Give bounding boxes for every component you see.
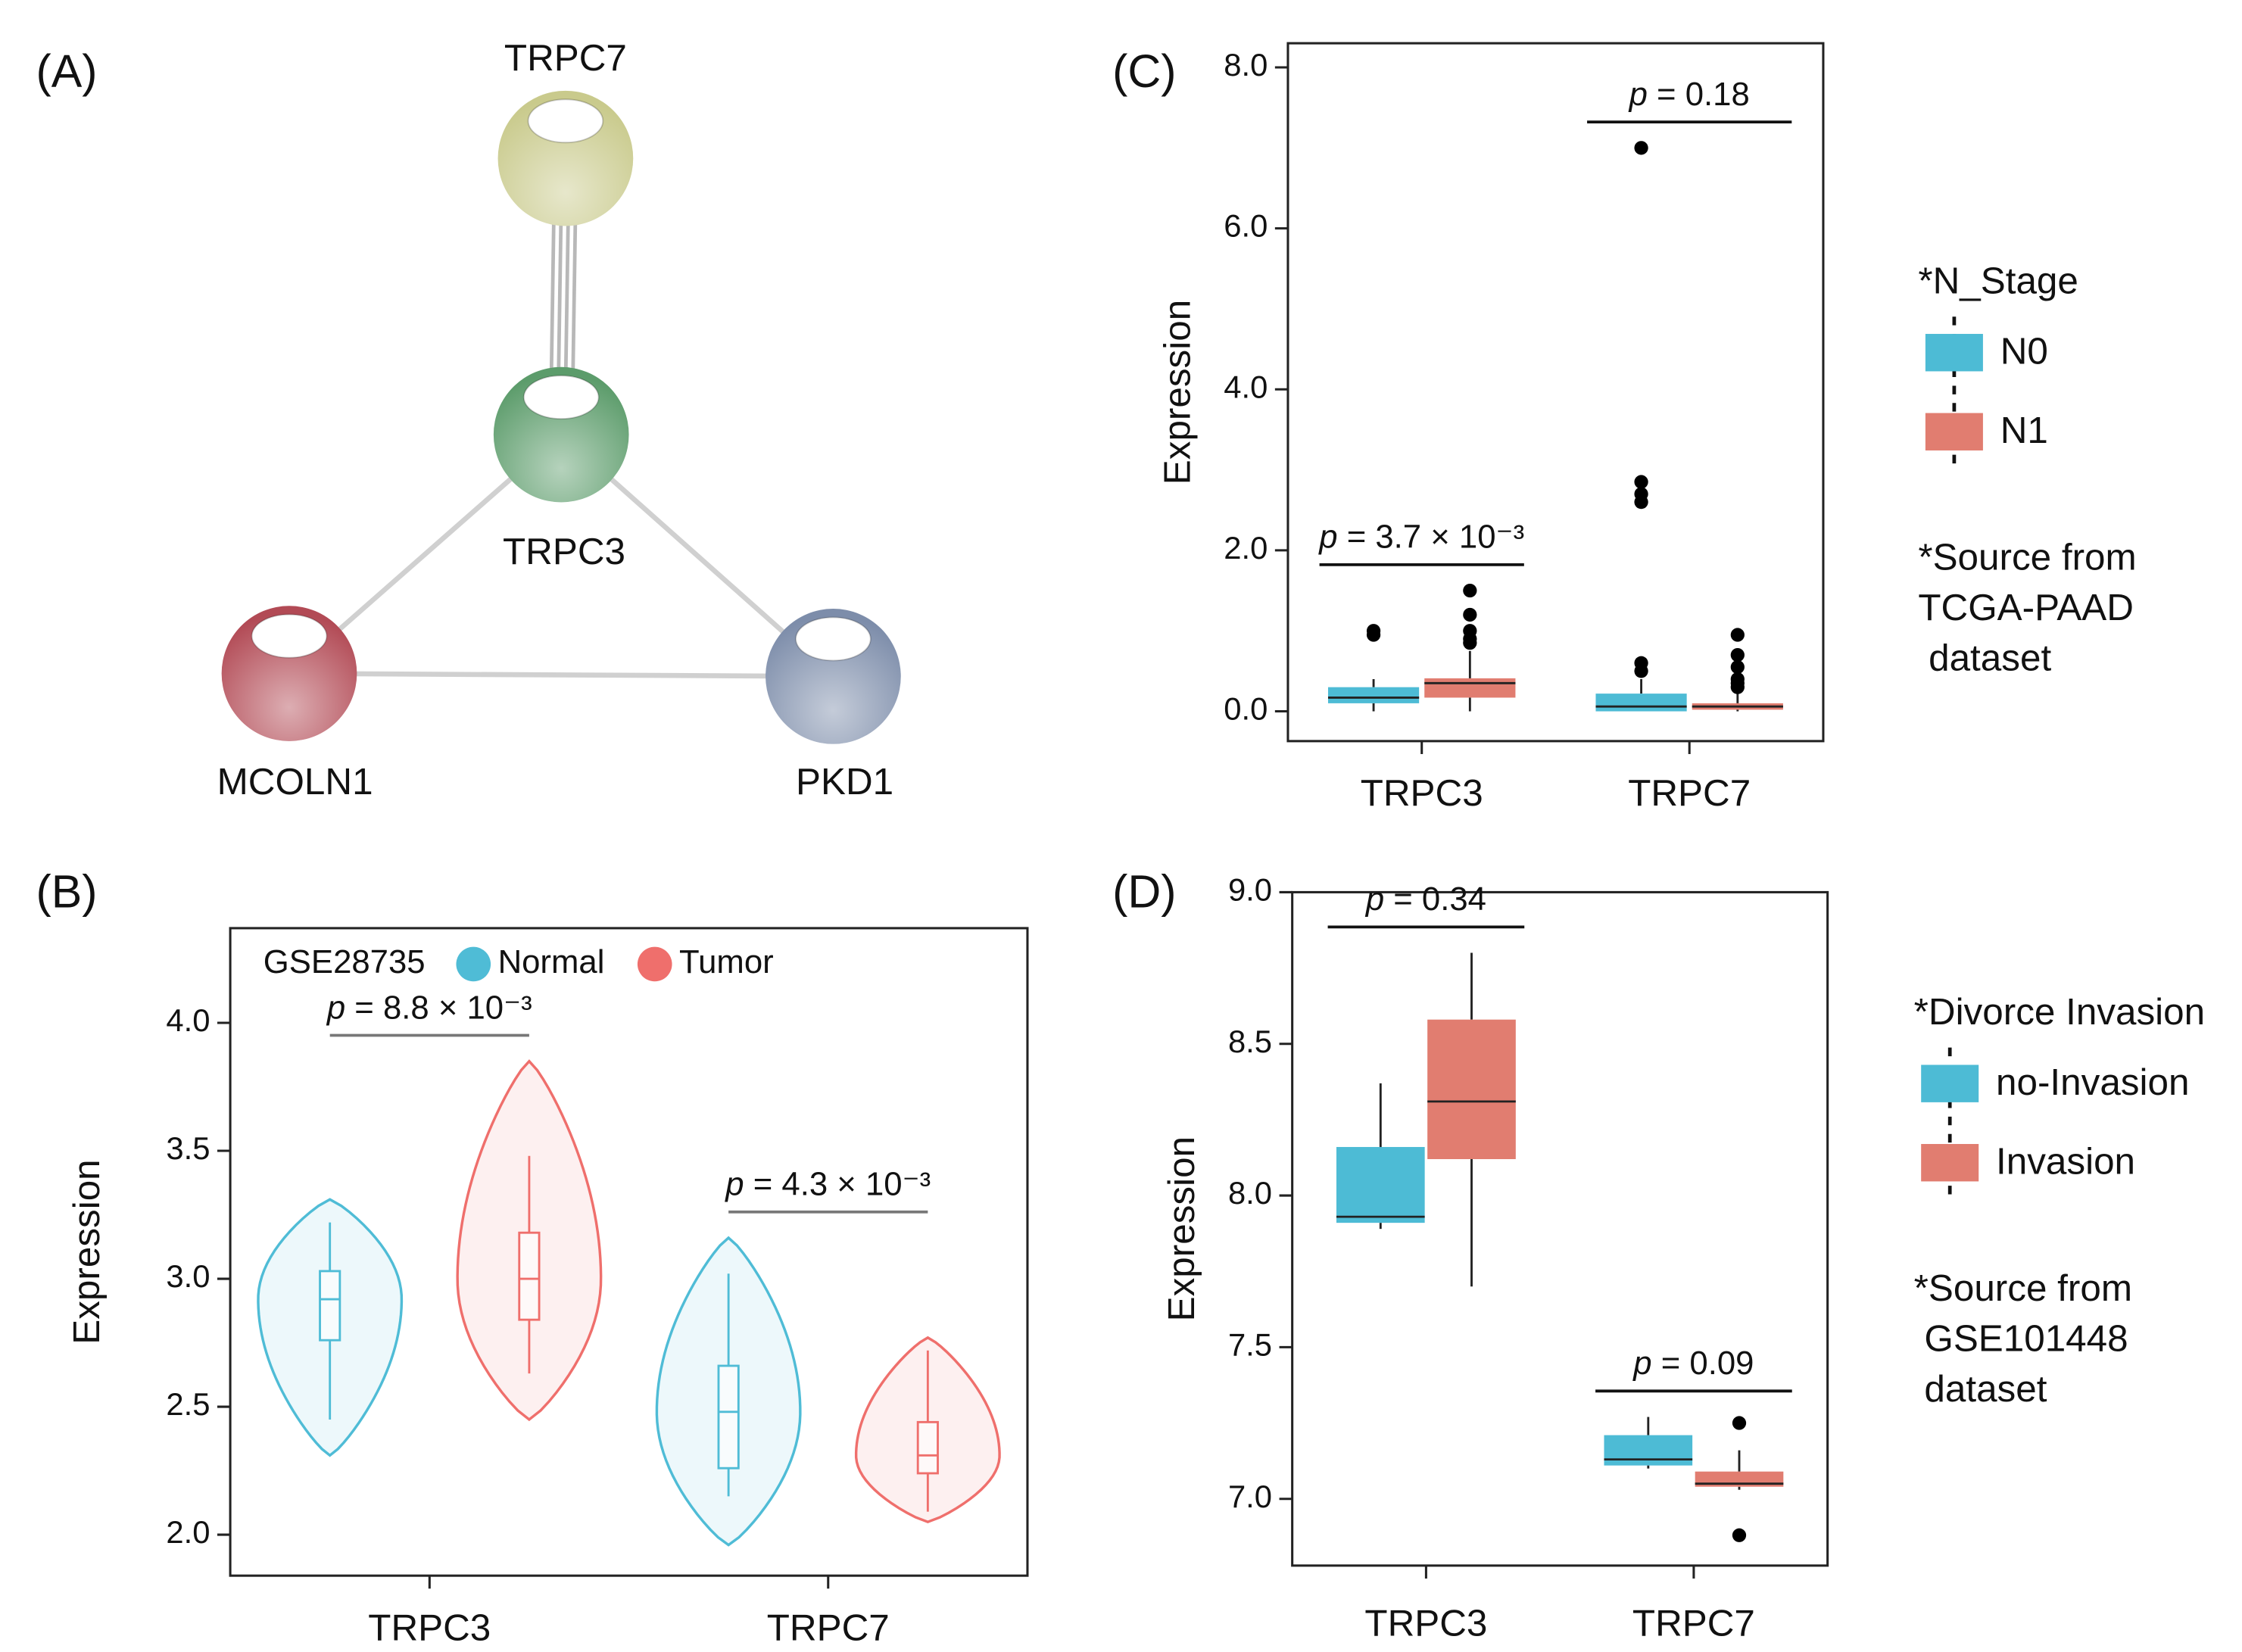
- outlier: [1732, 1416, 1747, 1430]
- node-highlight: [522, 375, 600, 420]
- y-tick-label: 0.0: [1224, 691, 1268, 727]
- box: [1336, 1146, 1425, 1223]
- source-note: dataset: [1914, 1368, 2047, 1410]
- y-tick-label: 3.5: [166, 1130, 210, 1166]
- y-axis-label: Expression: [1156, 300, 1198, 485]
- p-value-label: p = 3.7 × 10⁻³: [1317, 518, 1524, 555]
- y-tick-label: 2.0: [1224, 530, 1268, 566]
- node-label: MCOLN1: [217, 761, 373, 803]
- box: [319, 1270, 341, 1342]
- y-tick-label: 2.0: [166, 1514, 210, 1550]
- p-value-label: p = 8.8 × 10⁻³: [326, 989, 532, 1026]
- box: [518, 1231, 541, 1321]
- outlier: [1463, 583, 1477, 598]
- box: [1327, 687, 1420, 703]
- panel-label: (D): [1112, 865, 1176, 917]
- legend-key: [1925, 334, 1983, 372]
- source-note: dataset: [1918, 637, 2051, 678]
- outlier: [1730, 672, 1745, 687]
- p-value-label: p = 0.18: [1628, 75, 1750, 112]
- legend-label: no-Invasion: [1996, 1061, 2189, 1103]
- y-tick-label: 7.5: [1228, 1326, 1272, 1362]
- plot-frame: [1286, 42, 1825, 743]
- y-tick-label: 8.0: [1228, 1175, 1272, 1211]
- x-tick-label: TRPC3: [1361, 772, 1483, 814]
- legend-title: *N_Stage: [1918, 260, 2078, 302]
- box: [717, 1364, 740, 1470]
- outlier: [1634, 656, 1648, 670]
- legend-label: Invasion: [1996, 1141, 2135, 1183]
- legend-label: N1: [2000, 410, 2048, 451]
- box: [1427, 1019, 1516, 1159]
- outlier: [1634, 475, 1648, 489]
- legend-title: *Divorce Invasion: [1914, 991, 2205, 1033]
- plot-frame: [229, 927, 1029, 1577]
- y-tick-label: 9.0: [1228, 871, 1272, 907]
- source-note: TCGA-PAAD: [1918, 587, 2134, 628]
- outlier: [1366, 624, 1381, 638]
- node-label: TRPC3: [503, 531, 625, 572]
- legend-key: [1925, 413, 1983, 450]
- outlier: [1634, 141, 1648, 155]
- outlier: [1463, 607, 1477, 622]
- y-tick-label: 7.0: [1228, 1479, 1272, 1514]
- y-tick-label: 4.0: [166, 1002, 210, 1038]
- node-highlight: [795, 616, 872, 662]
- panel-label: (C): [1112, 45, 1176, 97]
- box: [916, 1420, 939, 1475]
- y-tick-label: 3.0: [166, 1258, 210, 1294]
- p-value-label: p = 4.3 × 10⁻³: [724, 1165, 931, 1202]
- legend-key: [637, 946, 672, 982]
- panel-label: (A): [36, 45, 98, 97]
- y-tick-label: 2.5: [166, 1386, 210, 1422]
- y-axis-label: Expression: [66, 1159, 108, 1344]
- legend-title: GSE28735: [263, 943, 426, 980]
- source-note: GSE101448: [1914, 1317, 2128, 1359]
- p-value-label: p = 0.09: [1632, 1345, 1754, 1382]
- x-tick-label: TRPC3: [368, 1607, 491, 1648]
- legend-label: Normal: [498, 943, 605, 980]
- y-tick-label: 8.0: [1224, 47, 1268, 83]
- legend-key: [1921, 1144, 1979, 1182]
- legend-key: [456, 946, 491, 982]
- outlier: [1732, 1528, 1747, 1542]
- plot-frame: [1291, 890, 1829, 1567]
- node-highlight: [527, 98, 604, 144]
- box: [1424, 678, 1516, 698]
- node-highlight: [251, 613, 328, 659]
- legend-label: N0: [2000, 331, 2048, 372]
- box: [1595, 694, 1687, 712]
- outlier: [1730, 647, 1745, 662]
- legend-key: [1921, 1064, 1979, 1102]
- source-note: *Source from: [1914, 1267, 2132, 1309]
- outlier: [1634, 487, 1648, 501]
- node-label: PKD1: [796, 761, 893, 803]
- outlier: [1463, 624, 1477, 638]
- y-tick-label: 8.5: [1228, 1024, 1272, 1059]
- p-value-label: p = 0.34: [1364, 881, 1486, 918]
- x-tick-label: TRPC7: [1632, 1603, 1755, 1644]
- y-tick-label: 4.0: [1224, 369, 1268, 404]
- source-note: *Source from: [1918, 536, 2136, 578]
- box: [1604, 1435, 1693, 1466]
- panel-label: (B): [36, 865, 98, 917]
- x-tick-label: TRPC3: [1364, 1603, 1487, 1644]
- x-tick-label: TRPC7: [767, 1607, 890, 1648]
- network-edge: [288, 671, 834, 679]
- y-axis-label: Expression: [1161, 1136, 1202, 1321]
- x-tick-label: TRPC7: [1628, 772, 1751, 814]
- y-tick-label: 6.0: [1224, 208, 1268, 244]
- legend-label: Tumor: [679, 943, 774, 980]
- outlier: [1730, 628, 1745, 642]
- node-label: TRPC7: [504, 37, 627, 79]
- outlier: [1730, 659, 1745, 675]
